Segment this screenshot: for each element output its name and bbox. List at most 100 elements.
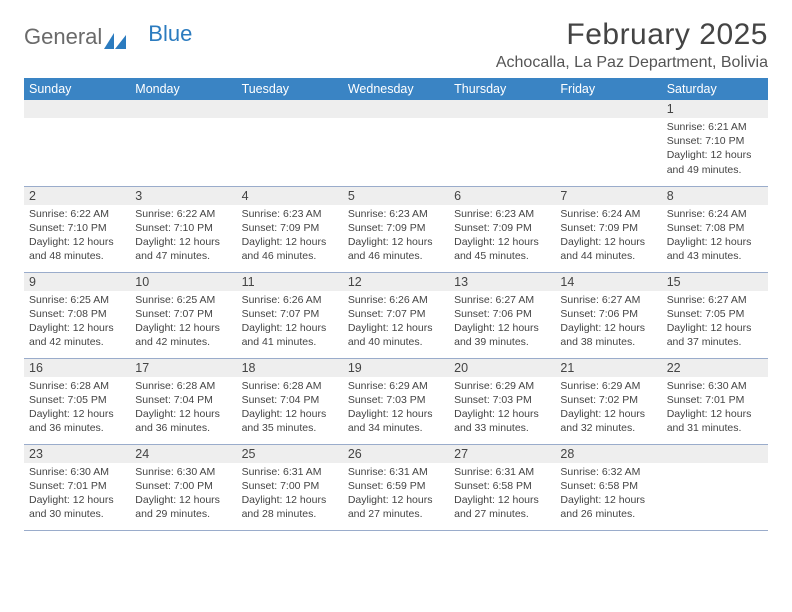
day-number-empty xyxy=(449,100,555,118)
day-details: Sunrise: 6:24 AMSunset: 7:09 PMDaylight:… xyxy=(555,205,661,268)
day-number: 4 xyxy=(237,187,343,205)
detail-line: Sunrise: 6:30 AM xyxy=(29,465,125,479)
detail-line: and 42 minutes. xyxy=(135,335,231,349)
day-details: Sunrise: 6:27 AMSunset: 7:05 PMDaylight:… xyxy=(662,291,768,354)
detail-line: Daylight: 12 hours xyxy=(667,407,763,421)
day-number: 16 xyxy=(24,359,130,377)
detail-line: and 36 minutes. xyxy=(29,421,125,435)
detail-line: and 49 minutes. xyxy=(667,163,763,177)
detail-line: Sunset: 7:04 PM xyxy=(135,393,231,407)
detail-line: Sunrise: 6:31 AM xyxy=(454,465,550,479)
detail-line: and 32 minutes. xyxy=(560,421,656,435)
detail-line: Daylight: 12 hours xyxy=(29,493,125,507)
day-number: 26 xyxy=(343,445,449,463)
detail-line: Daylight: 12 hours xyxy=(667,235,763,249)
calendar-cell: 14Sunrise: 6:27 AMSunset: 7:06 PMDayligh… xyxy=(555,272,661,358)
detail-line: Sunset: 7:01 PM xyxy=(29,479,125,493)
detail-line: and 48 minutes. xyxy=(29,249,125,263)
day-details: Sunrise: 6:23 AMSunset: 7:09 PMDaylight:… xyxy=(449,205,555,268)
calendar-cell: 17Sunrise: 6:28 AMSunset: 7:04 PMDayligh… xyxy=(130,358,236,444)
calendar-cell: 15Sunrise: 6:27 AMSunset: 7:05 PMDayligh… xyxy=(662,272,768,358)
detail-line: and 39 minutes. xyxy=(454,335,550,349)
detail-line: and 34 minutes. xyxy=(348,421,444,435)
calendar-cell: 2Sunrise: 6:22 AMSunset: 7:10 PMDaylight… xyxy=(24,186,130,272)
calendar-cell: 11Sunrise: 6:26 AMSunset: 7:07 PMDayligh… xyxy=(237,272,343,358)
calendar-cell: 22Sunrise: 6:30 AMSunset: 7:01 PMDayligh… xyxy=(662,358,768,444)
title-block: February 2025 Achocalla, La Paz Departme… xyxy=(496,18,768,72)
day-details: Sunrise: 6:27 AMSunset: 7:06 PMDaylight:… xyxy=(555,291,661,354)
day-details: Sunrise: 6:30 AMSunset: 7:00 PMDaylight:… xyxy=(130,463,236,526)
detail-line: Sunset: 7:09 PM xyxy=(560,221,656,235)
detail-line: Sunset: 7:01 PM xyxy=(667,393,763,407)
detail-line: Sunset: 7:10 PM xyxy=(135,221,231,235)
detail-line: Sunset: 7:06 PM xyxy=(454,307,550,321)
detail-line: Daylight: 12 hours xyxy=(242,407,338,421)
detail-line: Daylight: 12 hours xyxy=(29,235,125,249)
detail-line: Sunrise: 6:24 AM xyxy=(560,207,656,221)
day-details: Sunrise: 6:28 AMSunset: 7:05 PMDaylight:… xyxy=(24,377,130,440)
detail-line: Sunrise: 6:23 AM xyxy=(242,207,338,221)
detail-line: and 41 minutes. xyxy=(242,335,338,349)
detail-line: Daylight: 12 hours xyxy=(454,235,550,249)
calendar-cell xyxy=(237,100,343,186)
detail-line: and 44 minutes. xyxy=(560,249,656,263)
day-number-empty xyxy=(555,100,661,118)
detail-line: and 37 minutes. xyxy=(667,335,763,349)
detail-line: and 26 minutes. xyxy=(560,507,656,521)
day-number: 1 xyxy=(662,100,768,118)
day-number-empty xyxy=(24,100,130,118)
day-number-empty xyxy=(237,100,343,118)
detail-line: Sunset: 7:08 PM xyxy=(29,307,125,321)
calendar-cell: 13Sunrise: 6:27 AMSunset: 7:06 PMDayligh… xyxy=(449,272,555,358)
day-header: Thursday xyxy=(449,78,555,100)
detail-line: Daylight: 12 hours xyxy=(29,407,125,421)
detail-line: Daylight: 12 hours xyxy=(135,235,231,249)
page-header: General Blue February 2025 Achocalla, La… xyxy=(24,18,768,72)
detail-line: Sunrise: 6:28 AM xyxy=(242,379,338,393)
detail-line: and 43 minutes. xyxy=(667,249,763,263)
day-details: Sunrise: 6:21 AMSunset: 7:10 PMDaylight:… xyxy=(662,118,768,181)
day-number: 21 xyxy=(555,359,661,377)
day-details: Sunrise: 6:29 AMSunset: 7:02 PMDaylight:… xyxy=(555,377,661,440)
calendar-cell: 9Sunrise: 6:25 AMSunset: 7:08 PMDaylight… xyxy=(24,272,130,358)
detail-line: and 30 minutes. xyxy=(29,507,125,521)
day-details: Sunrise: 6:25 AMSunset: 7:08 PMDaylight:… xyxy=(24,291,130,354)
detail-line: Sunrise: 6:31 AM xyxy=(242,465,338,479)
detail-line: Sunset: 7:06 PM xyxy=(560,307,656,321)
detail-line: Sunrise: 6:26 AM xyxy=(348,293,444,307)
detail-line: Sunrise: 6:29 AM xyxy=(560,379,656,393)
calendar-cell: 3Sunrise: 6:22 AMSunset: 7:10 PMDaylight… xyxy=(130,186,236,272)
sail-icon xyxy=(104,29,126,45)
calendar-cell: 1Sunrise: 6:21 AMSunset: 7:10 PMDaylight… xyxy=(662,100,768,186)
day-number: 11 xyxy=(237,273,343,291)
calendar-table: SundayMondayTuesdayWednesdayThursdayFrid… xyxy=(24,78,768,531)
detail-line: Daylight: 12 hours xyxy=(560,235,656,249)
calendar-cell: 12Sunrise: 6:26 AMSunset: 7:07 PMDayligh… xyxy=(343,272,449,358)
detail-line: Sunrise: 6:29 AM xyxy=(454,379,550,393)
calendar-cell: 24Sunrise: 6:30 AMSunset: 7:00 PMDayligh… xyxy=(130,444,236,530)
day-number: 7 xyxy=(555,187,661,205)
detail-line: Sunrise: 6:28 AM xyxy=(135,379,231,393)
detail-line: Daylight: 12 hours xyxy=(348,235,444,249)
detail-line: Sunrise: 6:31 AM xyxy=(348,465,444,479)
detail-line: Sunrise: 6:27 AM xyxy=(560,293,656,307)
detail-line: Sunset: 7:10 PM xyxy=(667,134,763,148)
detail-line: Daylight: 12 hours xyxy=(242,321,338,335)
calendar-cell: 20Sunrise: 6:29 AMSunset: 7:03 PMDayligh… xyxy=(449,358,555,444)
day-number: 10 xyxy=(130,273,236,291)
detail-line: Daylight: 12 hours xyxy=(135,493,231,507)
day-number: 28 xyxy=(555,445,661,463)
detail-line: Sunrise: 6:29 AM xyxy=(348,379,444,393)
detail-line: Sunrise: 6:22 AM xyxy=(135,207,231,221)
detail-line: Sunset: 7:09 PM xyxy=(454,221,550,235)
day-details: Sunrise: 6:28 AMSunset: 7:04 PMDaylight:… xyxy=(237,377,343,440)
detail-line: and 27 minutes. xyxy=(454,507,550,521)
detail-line: Sunset: 7:07 PM xyxy=(348,307,444,321)
calendar-cell: 18Sunrise: 6:28 AMSunset: 7:04 PMDayligh… xyxy=(237,358,343,444)
calendar-cell: 19Sunrise: 6:29 AMSunset: 7:03 PMDayligh… xyxy=(343,358,449,444)
detail-line: Daylight: 12 hours xyxy=(348,407,444,421)
day-number: 25 xyxy=(237,445,343,463)
detail-line: Sunrise: 6:23 AM xyxy=(454,207,550,221)
day-number: 17 xyxy=(130,359,236,377)
detail-line: Daylight: 12 hours xyxy=(348,321,444,335)
